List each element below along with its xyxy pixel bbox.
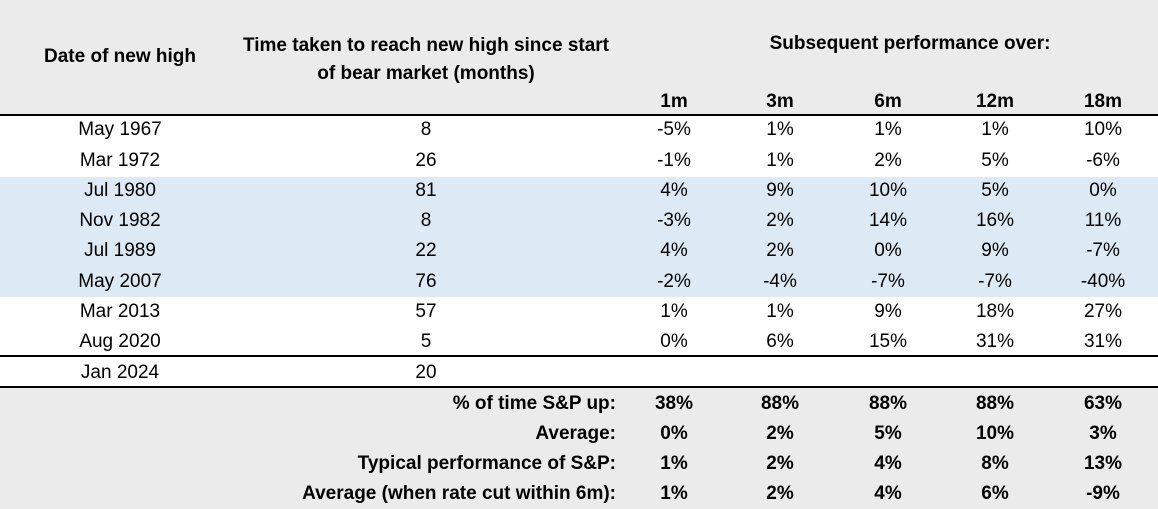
row-perf-6m: 15% xyxy=(868,331,908,352)
summary-label: Average (when rate cut within 6m): xyxy=(302,483,616,504)
row-perf-12m: 9% xyxy=(981,240,1009,261)
summary-value-18m: 3% xyxy=(1089,423,1117,444)
row-perf-18m: 0% xyxy=(1089,180,1117,201)
row-months: 8 xyxy=(420,119,432,140)
summary-value-3m: 2% xyxy=(766,453,794,474)
row-date: Jul 1989 xyxy=(84,240,156,261)
period-header-6m: 6m xyxy=(874,91,902,112)
row-date: Aug 2020 xyxy=(79,331,161,352)
row-perf-18m: -6% xyxy=(1086,150,1120,171)
row-perf-18m: 31% xyxy=(1083,331,1123,352)
row-perf-1m: 0% xyxy=(660,331,688,352)
row-perf-12m: 1% xyxy=(981,119,1009,140)
summary-rule xyxy=(0,386,1158,388)
row-months: 57 xyxy=(415,301,437,322)
header-date: Date of new high xyxy=(44,46,196,67)
row-perf-3m: 1% xyxy=(766,150,794,171)
summary-value-18m: 13% xyxy=(1083,453,1123,474)
row-perf-6m: -7% xyxy=(871,271,905,292)
header-subsequent-performance: Subsequent performance over: xyxy=(769,33,1051,54)
summary-label: Average: xyxy=(535,423,616,444)
row-date: Jan 2024 xyxy=(80,362,160,383)
row-perf-18m: -40% xyxy=(1080,271,1126,292)
summary-value-6m: 4% xyxy=(874,483,902,504)
row-perf-3m: 6% xyxy=(766,331,794,352)
row-perf-3m: 1% xyxy=(766,119,794,140)
summary-value-12m: 6% xyxy=(981,483,1009,504)
row-perf-18m: 27% xyxy=(1083,301,1123,322)
row-date: Nov 1982 xyxy=(79,210,161,231)
summary-value-6m: 88% xyxy=(868,393,908,414)
row-perf-3m: -4% xyxy=(763,271,797,292)
row-perf-12m: 31% xyxy=(975,331,1015,352)
row-perf-18m: 10% xyxy=(1083,119,1123,140)
summary-value-12m: 10% xyxy=(975,423,1015,444)
header-rule xyxy=(0,114,1158,116)
row-months: 22 xyxy=(415,240,437,261)
current-row-rule xyxy=(0,355,1158,357)
row-months: 8 xyxy=(420,210,432,231)
summary-value-6m: 4% xyxy=(874,453,902,474)
row-date: Mar 2013 xyxy=(79,301,161,322)
row-date: May 1967 xyxy=(78,119,162,140)
period-header-1m: 1m xyxy=(660,91,688,112)
row-perf-12m: 5% xyxy=(981,150,1009,171)
row-months: 81 xyxy=(415,180,437,201)
row-perf-12m: -7% xyxy=(978,271,1012,292)
row-perf-18m: -7% xyxy=(1086,240,1120,261)
period-header-12m: 12m xyxy=(975,91,1015,112)
row-date: Mar 1972 xyxy=(79,150,161,171)
row-perf-3m: 2% xyxy=(766,240,794,261)
highlight-band xyxy=(0,177,1158,297)
summary-value-1m: 1% xyxy=(660,483,688,504)
row-date: Jul 1980 xyxy=(84,180,156,201)
row-perf-1m: -1% xyxy=(657,150,691,171)
row-perf-12m: 5% xyxy=(981,180,1009,201)
row-perf-1m: -3% xyxy=(657,210,691,231)
header-background xyxy=(0,0,1158,114)
summary-value-1m: 1% xyxy=(660,453,688,474)
summary-value-1m: 0% xyxy=(660,423,688,444)
summary-value-6m: 5% xyxy=(874,423,902,444)
row-perf-3m: 9% xyxy=(766,180,794,201)
row-perf-6m: 0% xyxy=(874,240,902,261)
row-perf-3m: 1% xyxy=(766,301,794,322)
row-perf-12m: 18% xyxy=(975,301,1015,322)
row-perf-1m: -5% xyxy=(657,119,691,140)
summary-label: Typical performance of S&P: xyxy=(357,453,616,474)
row-perf-1m: 4% xyxy=(660,240,688,261)
row-perf-6m: 1% xyxy=(874,119,902,140)
row-perf-3m: 2% xyxy=(766,210,794,231)
period-header-3m: 3m xyxy=(766,91,794,112)
row-months: 26 xyxy=(415,150,437,171)
row-months: 5 xyxy=(420,331,432,352)
summary-value-12m: 88% xyxy=(975,393,1015,414)
row-perf-1m: 1% xyxy=(660,301,688,322)
row-perf-12m: 16% xyxy=(975,210,1015,231)
row-perf-6m: 2% xyxy=(874,150,902,171)
summary-value-18m: 63% xyxy=(1083,393,1123,414)
summary-background xyxy=(0,388,1158,509)
row-perf-18m: 11% xyxy=(1084,210,1122,231)
row-months: 76 xyxy=(415,271,437,292)
header-time-taken: Time taken to reach new high since start… xyxy=(242,35,610,84)
summary-value-18m: -9% xyxy=(1086,483,1120,504)
summary-value-3m: 2% xyxy=(766,483,794,504)
period-header-18m: 18m xyxy=(1083,91,1123,112)
row-months: 20 xyxy=(415,362,437,383)
row-perf-1m: 4% xyxy=(660,180,688,201)
row-perf-6m: 9% xyxy=(874,301,902,322)
row-date: May 2007 xyxy=(78,271,162,292)
summary-value-12m: 8% xyxy=(981,453,1009,474)
summary-value-1m: 38% xyxy=(654,393,694,414)
row-perf-1m: -2% xyxy=(657,271,691,292)
summary-label: % of time S&P up: xyxy=(452,393,616,414)
row-perf-6m: 14% xyxy=(868,210,908,231)
row-perf-6m: 10% xyxy=(868,180,908,201)
summary-value-3m: 2% xyxy=(766,423,794,444)
summary-value-3m: 88% xyxy=(760,393,800,414)
